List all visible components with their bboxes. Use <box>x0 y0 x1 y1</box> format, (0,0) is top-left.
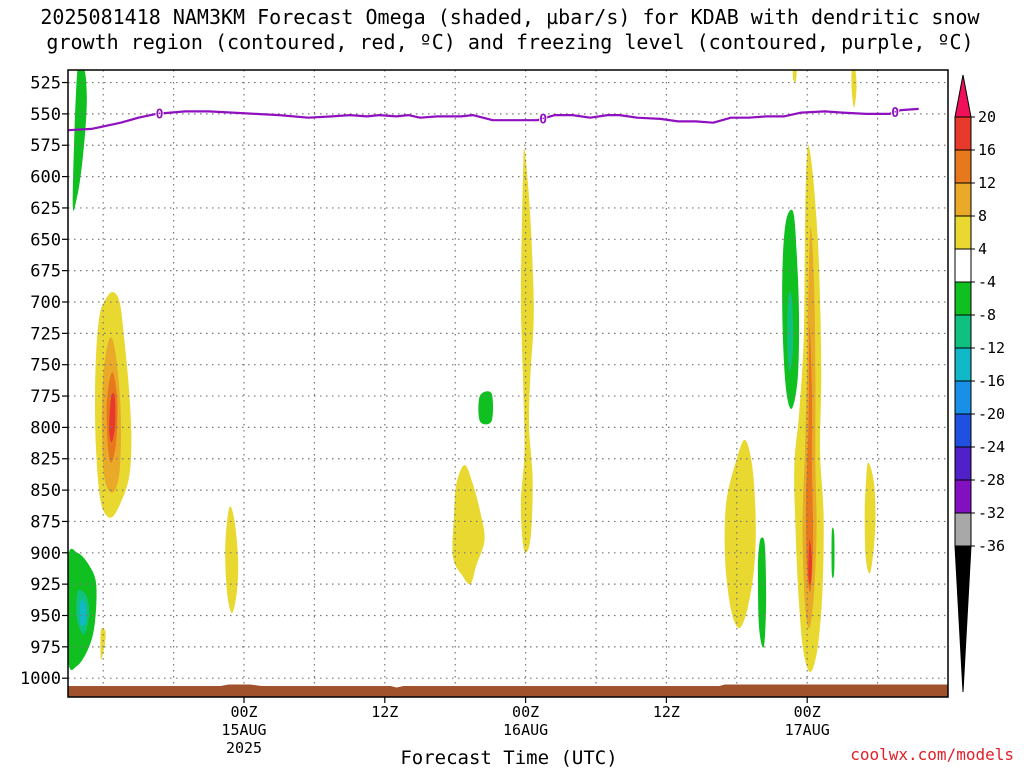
colorbar-top-arrow <box>954 74 972 118</box>
freezing-level-layer: 0 0 0 <box>68 105 919 132</box>
colorbar-label-5: -4 <box>978 273 996 291</box>
omega-region-8 <box>100 628 106 660</box>
colorbar-label-1: 16 <box>978 141 996 159</box>
freezing-level-line <box>68 107 919 132</box>
colorbar-label-4: 4 <box>978 240 987 258</box>
colorbar-label-13: -36 <box>978 537 1005 555</box>
colorbar-segment-6 <box>954 281 972 316</box>
colorbar-label-10: -24 <box>978 438 1005 456</box>
x-tick-label-36: 12Z <box>653 703 680 721</box>
omega-region-24 <box>864 462 876 574</box>
x-tick-label-0: 00Z <box>230 703 257 721</box>
y-tick-label-825: 825 <box>30 450 61 470</box>
y-tick-label-575: 575 <box>30 136 61 156</box>
omega-region-14 <box>851 70 857 108</box>
x-tick-date-48: 17AUG <box>785 721 830 739</box>
omega-region-9 <box>225 506 239 614</box>
omega-region-13 <box>792 70 797 83</box>
y-tick-label-925: 925 <box>30 575 61 595</box>
colorbar-label-7: -12 <box>978 339 1005 357</box>
omega-region-16 <box>757 537 767 648</box>
colorbar-label-2: 12 <box>978 174 996 192</box>
x-tick-year-0: 2025 <box>226 739 262 757</box>
credit-link[interactable]: coolwx.com/models <box>850 745 1014 764</box>
y-tick-label-875: 875 <box>30 512 61 532</box>
colorbar-label-0: 20 <box>978 108 996 126</box>
omega-region-0 <box>72 70 87 211</box>
freezing-level-label-bg-1 <box>539 111 548 125</box>
colorbar-label-6: -8 <box>978 306 996 324</box>
colorbar-bottom-arrow <box>954 545 972 693</box>
x-tick-date-0: 15AUG <box>221 721 266 739</box>
colorbar: 20 16 12 8 4 -4 -8 -12 -16 -20 -24 -28 -32 -36 <box>954 74 1005 693</box>
freezing-level-label-0: 0 <box>156 108 164 123</box>
colorbar-segment-1 <box>954 116 972 151</box>
x-tick-label-12: 12Z <box>371 703 398 721</box>
colorbar-segment-9 <box>954 380 972 415</box>
colorbar-segment-10 <box>954 413 972 448</box>
colorbar-label-11: -28 <box>978 471 1005 489</box>
colorbar-label-3: 8 <box>978 207 987 225</box>
ground-surface <box>68 684 948 697</box>
chart-title-line-2: growth region (contoured, red, ºC) and f… <box>46 30 973 54</box>
omega-region-21 <box>805 326 814 592</box>
x-axis-label: Forecast Time (UTC) <box>400 747 617 768</box>
y-tick-label-850: 850 <box>30 481 61 501</box>
colorbar-segment-12 <box>954 479 972 514</box>
omega-region-11 <box>478 391 494 425</box>
y-tick-label-550: 550 <box>30 105 61 125</box>
y-tick-label-650: 650 <box>30 230 61 250</box>
plot-frame <box>67 69 949 698</box>
grid-layer <box>68 70 948 697</box>
colorbar-label-8: -16 <box>978 372 1005 390</box>
plot-area: 0 0 0 <box>67 69 949 698</box>
omega-region-4 <box>109 392 116 443</box>
colorbar-label-9: -20 <box>978 405 1005 423</box>
y-tick-label-775: 775 <box>30 387 61 407</box>
x-tick-label-48: 00Z <box>794 703 821 721</box>
y-tick-label-625: 625 <box>30 199 61 219</box>
colorbar-segment-8 <box>954 347 972 382</box>
omega-region-22 <box>808 539 812 585</box>
colorbar-segment-3 <box>954 182 972 217</box>
omega-region-12 <box>520 148 534 553</box>
omega-region-7 <box>79 600 87 627</box>
x-tick-date-24: 16AUG <box>503 721 548 739</box>
y-tick-label-675: 675 <box>30 262 61 282</box>
colorbar-segment-11 <box>954 446 972 481</box>
y-tick-label-600: 600 <box>30 168 61 188</box>
freezing-level-label-bg-2 <box>891 105 900 119</box>
colorbar-segment-4 <box>954 215 972 250</box>
colorbar-segment-13 <box>954 512 972 547</box>
omega-region-10 <box>452 465 485 585</box>
freezing-level-label-1: 0 <box>539 112 547 127</box>
y-tick-label-1000: 1000 <box>20 669 61 689</box>
omega-region-15 <box>724 439 756 628</box>
ground-layer <box>68 684 948 697</box>
chart-title-line-1: 2025081418 NAM3KM Forecast Omega (shaded… <box>40 5 980 29</box>
freezing-level-label-bg-0 <box>155 106 164 120</box>
y-tick-label-525: 525 <box>30 74 61 94</box>
omega-shading-layer <box>68 70 876 672</box>
colorbar-label-12: -32 <box>978 504 1005 522</box>
y-tick-label-950: 950 <box>30 606 61 626</box>
colorbar-segment-7 <box>954 314 972 349</box>
freezing-level-label-2: 0 <box>891 106 899 121</box>
y-tick-label-800: 800 <box>30 418 61 438</box>
y-tick-label-725: 725 <box>30 324 61 344</box>
x-tick-label-24: 00Z <box>512 703 539 721</box>
colorbar-segment-5 <box>954 248 972 283</box>
y-tick-label-900: 900 <box>30 544 61 564</box>
colorbar-segment-2 <box>954 149 972 184</box>
omega-region-18 <box>787 291 794 372</box>
y-tick-label-700: 700 <box>30 293 61 313</box>
omega-region-23 <box>831 527 835 579</box>
y-axis: 525 550 575 600 625 650 675 700 725 750 775 800 825 8… <box>20 74 68 689</box>
y-tick-label-975: 975 <box>30 638 61 658</box>
y-tick-label-750: 750 <box>30 356 61 376</box>
